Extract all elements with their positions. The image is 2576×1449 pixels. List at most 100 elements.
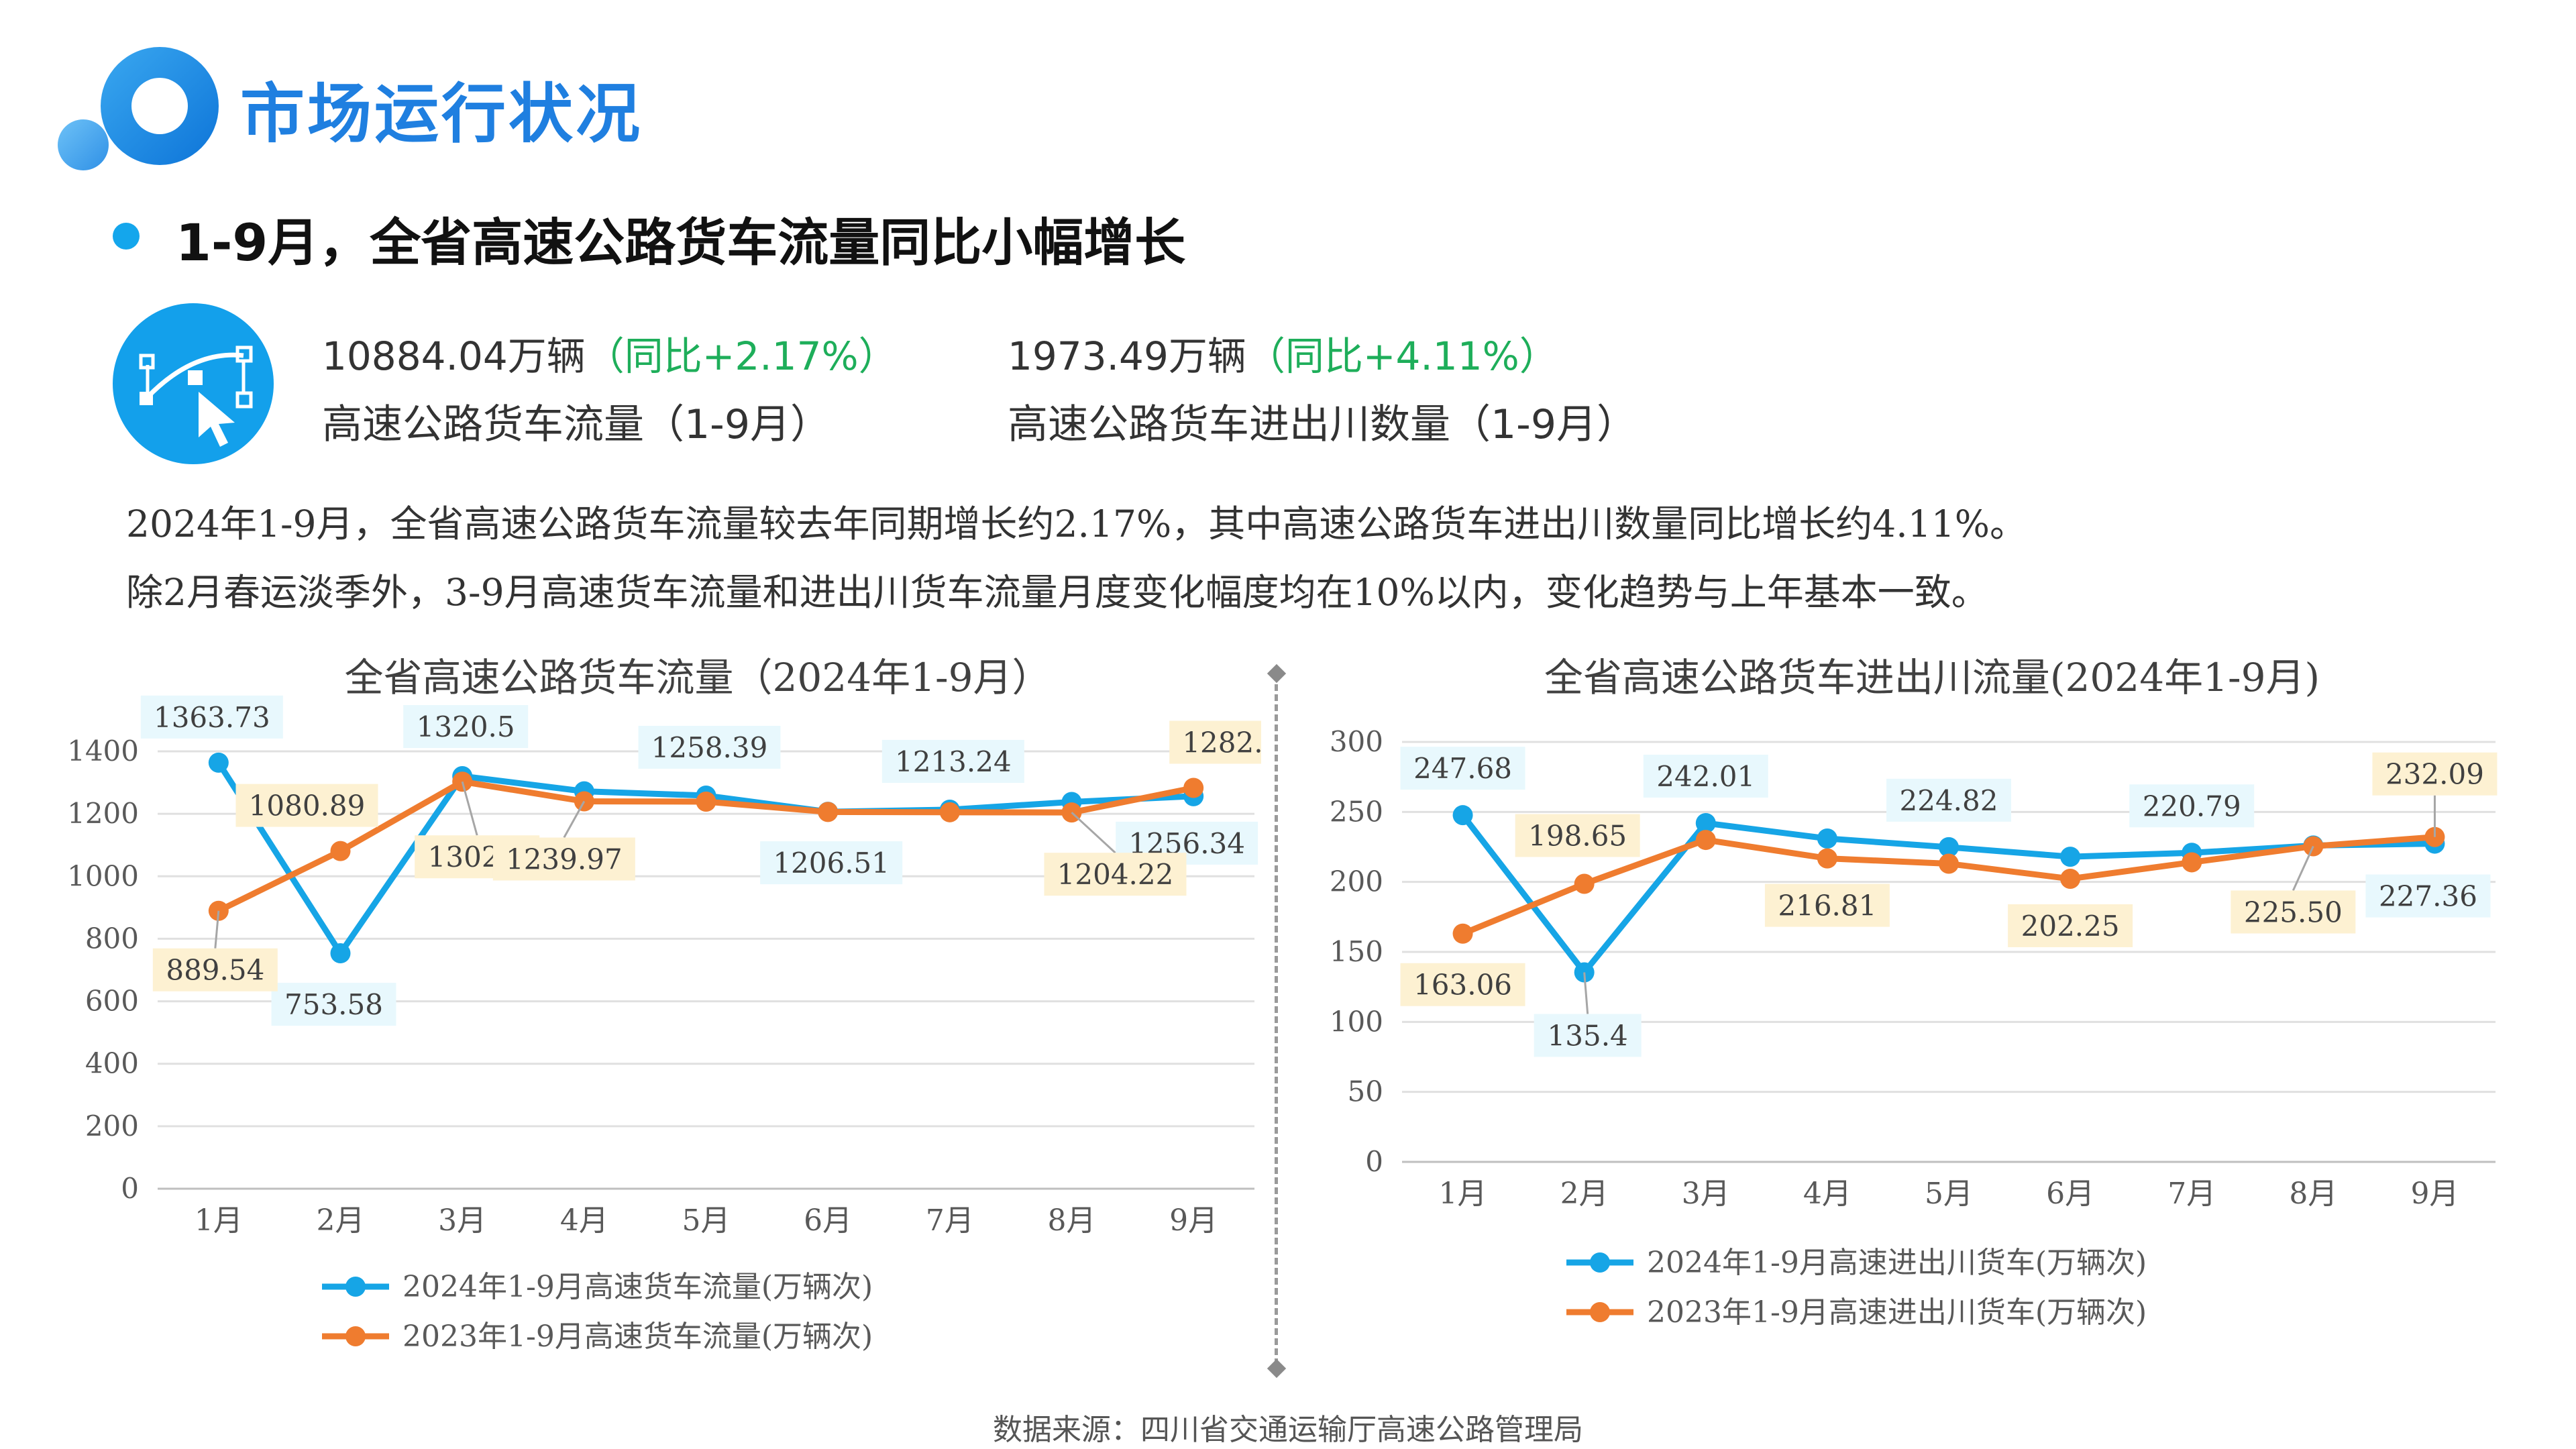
- x-tick-label: 1月: [195, 1203, 243, 1238]
- data-label-box: [2231, 890, 2356, 934]
- data-point: [330, 943, 351, 964]
- x-tick-label: 5月: [1925, 1177, 1973, 1211]
- data-label: 227.36: [2379, 880, 2477, 913]
- label-leader: [214, 910, 220, 949]
- data-point: [1695, 813, 1716, 834]
- x-tick-label: 8月: [2289, 1177, 2337, 1211]
- y-tick-label: 200: [1330, 865, 1383, 898]
- label-leader: [461, 781, 478, 836]
- data-label: 1213.24: [895, 745, 1012, 778]
- data-label-box: [1534, 1014, 1642, 1057]
- data-label: 1282.95: [1182, 727, 1261, 759]
- data-point: [1183, 777, 1204, 798]
- x-tick-label: 1月: [1439, 1177, 1487, 1211]
- x-tick-label: 2月: [317, 1203, 365, 1238]
- y-tick-label: 600: [85, 985, 139, 1018]
- data-label-box: [1515, 814, 1640, 857]
- data-label: 224.82: [1900, 784, 1998, 817]
- y-tick-label: 0: [121, 1172, 139, 1205]
- x-tick-label: 3月: [1682, 1177, 1730, 1211]
- kpi-cross-amount: 1973.49万辆: [1008, 333, 1246, 379]
- data-label-box: [1044, 853, 1187, 896]
- data-label: 216.81: [1778, 890, 1876, 922]
- kpi-freight-value: 10884.04万辆（同比+2.17%）: [322, 325, 898, 381]
- data-label: 753.58: [284, 988, 383, 1021]
- data-label: 232.09: [2385, 758, 2484, 791]
- x-tick-label: 2月: [1560, 1177, 1609, 1211]
- x-tick-label: 9月: [1169, 1203, 1218, 1238]
- section-title: 1-9月，全省高速公路货车流量同比小幅增长: [176, 213, 1186, 272]
- kpi-cross-value: 1973.49万辆（同比+4.11%）: [1008, 325, 1558, 381]
- label-leader: [1583, 972, 1589, 1014]
- data-label-box: [403, 705, 529, 749]
- data-label-box: [1643, 755, 1768, 798]
- data-point: [2060, 868, 2081, 889]
- data-point: [2303, 836, 2324, 857]
- logo-ring-icon: [101, 47, 219, 165]
- x-tick-label: 8月: [1048, 1203, 1096, 1238]
- legend-swatch-dot: [345, 1326, 366, 1346]
- data-label-box: [760, 841, 903, 885]
- y-tick-label: 300: [1330, 725, 1383, 758]
- data-label-box: [1400, 747, 1525, 790]
- description-line-1: 2024年1-9月，全省高速公路货车流量较去年同期增长约2.17%，其中高速公路…: [126, 502, 2027, 545]
- y-tick-label: 100: [1330, 1005, 1383, 1038]
- data-point: [818, 802, 839, 822]
- x-tick-label: 4月: [560, 1203, 608, 1238]
- legend-entry: 2024年1-9月高速货车流量(万辆次): [402, 1270, 873, 1304]
- y-tick-label: 200: [85, 1110, 139, 1142]
- y-tick-label: 250: [1330, 795, 1383, 828]
- label-leader: [563, 800, 586, 839]
- data-point: [939, 802, 960, 822]
- label-leader: [1071, 812, 1116, 854]
- legend-swatch-dot: [1590, 1252, 1610, 1273]
- data-label-box: [140, 695, 283, 739]
- page-title: 市场运行状况: [240, 76, 643, 152]
- kpi-freight-label: 高速公路货车流量（1-9月）: [322, 401, 830, 448]
- x-tick-label: 4月: [1803, 1177, 1851, 1211]
- data-point: [2060, 847, 2081, 867]
- data-label: 1080.89: [249, 790, 366, 822]
- legend-swatch-dot: [1590, 1302, 1610, 1322]
- bullet-dot-icon: [113, 223, 140, 250]
- data-point: [1452, 805, 1473, 826]
- chart-cross-border-flow: 全省高速公路货车进出川流量(2024年1-9月) 0 50 100 150 200 250 3…: [1330, 655, 2498, 1330]
- data-label-box: [2008, 904, 2133, 947]
- data-point: [2424, 826, 2445, 847]
- data-label: 1204.22: [1057, 858, 1174, 891]
- data-label-box: [881, 739, 1024, 783]
- data-label-box: [2365, 874, 2491, 918]
- data-source: 数据来源：四川省交通运输厅高速公路管理局: [993, 1413, 1583, 1447]
- data-label: 1239.97: [506, 843, 623, 876]
- data-point: [2182, 852, 2202, 873]
- x-tick-label: 6月: [2046, 1177, 2094, 1211]
- data-label-box: [1169, 720, 1261, 764]
- x-tick-label: 7月: [926, 1203, 974, 1238]
- x-tick-label: 3月: [438, 1203, 486, 1238]
- y-tick-label: 150: [1330, 935, 1383, 968]
- x-tick-label: 5月: [682, 1203, 731, 1238]
- data-label: 198.65: [1528, 819, 1627, 852]
- chart-title: 全省高速公路货车进出川流量(2024年1-9月): [1544, 655, 2320, 700]
- y-tick-label: 1000: [67, 859, 139, 892]
- data-label-box: [1764, 883, 1890, 927]
- data-point: [1695, 830, 1716, 851]
- y-tick-label: 800: [85, 922, 139, 955]
- data-label: 1206.51: [773, 847, 890, 879]
- data-label: 163.06: [1413, 969, 1512, 1002]
- divider-top-diamond-icon: [1267, 663, 1287, 684]
- data-label: 202.25: [2021, 910, 2120, 943]
- divider-bottom-diamond-icon: [1267, 1358, 1287, 1379]
- description-line-2: 除2月春运淡季外，3-9月高速货车流量和进出川货车流量月度变化幅度均在10%以内…: [126, 571, 1988, 614]
- y-tick-label: 1200: [67, 797, 139, 830]
- y-tick-label: 1400: [67, 735, 139, 767]
- data-point: [208, 752, 229, 773]
- y-tick-label: 400: [85, 1047, 139, 1080]
- data-label-box: [2129, 784, 2255, 828]
- kpi-cross-change: （同比+4.11%）: [1246, 333, 1558, 379]
- legend-swatch-dot: [345, 1277, 366, 1297]
- data-label-box: [1886, 778, 2011, 822]
- chart-divider: [1275, 674, 1278, 1375]
- data-point: [1452, 923, 1473, 944]
- logo-dot-icon: [58, 119, 109, 170]
